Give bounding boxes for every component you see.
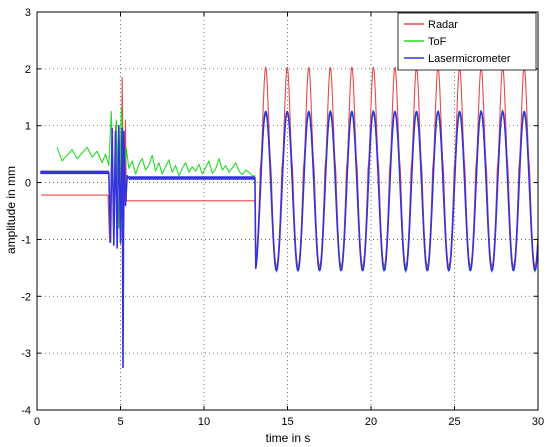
x-tick-label: 20 xyxy=(365,416,377,428)
legend-label: Lasermicrometer xyxy=(428,53,511,65)
legend-label: Radar xyxy=(428,19,458,31)
series-layer xyxy=(40,66,539,369)
x-tick-label: 25 xyxy=(448,416,460,428)
x-tick-label: 10 xyxy=(198,416,210,428)
y-tick-label: 1 xyxy=(25,121,31,133)
y-tick-label: -4 xyxy=(21,405,31,417)
legend-item-radar: Radar xyxy=(404,19,458,31)
axis-ticks: 0 5 10 15 20 25 30 -4 -3 -2 -1 0 1 2 3 xyxy=(21,7,544,428)
y-tick-label: -3 xyxy=(21,348,31,360)
legend-item-lasermicrometer: Lasermicrometer xyxy=(404,53,511,65)
legend-label: ToF xyxy=(428,36,447,48)
x-tick-label: 15 xyxy=(281,416,293,428)
y-axis-label: amplitude in mm xyxy=(4,166,18,254)
y-tick-label: -1 xyxy=(21,234,31,246)
x-tick-label: 5 xyxy=(117,416,123,428)
y-tick-label: 0 xyxy=(25,178,31,190)
x-tick-label: 30 xyxy=(532,416,544,428)
series-line-lasermicrometer xyxy=(40,110,539,369)
x-axis-label: time in s xyxy=(266,431,311,445)
y-tick-label: 2 xyxy=(25,64,31,76)
y-tick-label: -2 xyxy=(21,291,31,303)
legend-item-tof: ToF xyxy=(404,36,447,48)
x-tick-label: 0 xyxy=(34,416,40,428)
series-lasermicrometer xyxy=(40,110,539,369)
y-tick-label: 3 xyxy=(25,7,31,19)
legend: Radar ToF Lasermicrometer xyxy=(397,12,537,71)
